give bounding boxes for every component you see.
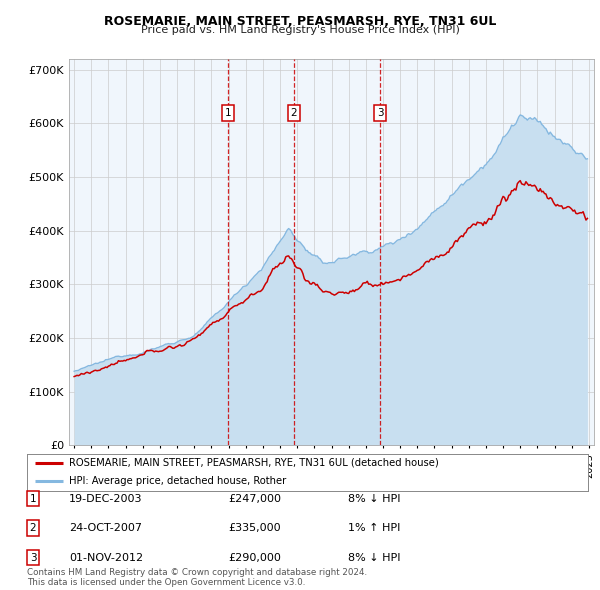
Text: 24-OCT-2007: 24-OCT-2007: [69, 523, 142, 533]
Text: 2: 2: [29, 523, 37, 533]
Text: £290,000: £290,000: [228, 553, 281, 562]
Text: Contains HM Land Registry data © Crown copyright and database right 2024.
This d: Contains HM Land Registry data © Crown c…: [27, 568, 367, 587]
Text: ROSEMARIE, MAIN STREET, PEASMARSH, RYE, TN31 6UL: ROSEMARIE, MAIN STREET, PEASMARSH, RYE, …: [104, 15, 496, 28]
Text: 8% ↓ HPI: 8% ↓ HPI: [348, 553, 401, 562]
Text: 19-DEC-2003: 19-DEC-2003: [69, 494, 143, 503]
Text: HPI: Average price, detached house, Rother: HPI: Average price, detached house, Roth…: [69, 476, 286, 486]
Text: £335,000: £335,000: [228, 523, 281, 533]
Text: 1: 1: [29, 494, 37, 503]
Text: ROSEMARIE, MAIN STREET, PEASMARSH, RYE, TN31 6UL (detached house): ROSEMARIE, MAIN STREET, PEASMARSH, RYE, …: [69, 458, 439, 468]
Text: 3: 3: [377, 108, 383, 118]
Text: 01-NOV-2012: 01-NOV-2012: [69, 553, 143, 562]
Text: 1: 1: [224, 108, 231, 118]
Text: 1% ↑ HPI: 1% ↑ HPI: [348, 523, 400, 533]
Text: 3: 3: [29, 553, 37, 562]
Text: 8% ↓ HPI: 8% ↓ HPI: [348, 494, 401, 503]
Text: 2: 2: [290, 108, 297, 118]
Text: £247,000: £247,000: [228, 494, 281, 503]
Text: Price paid vs. HM Land Registry's House Price Index (HPI): Price paid vs. HM Land Registry's House …: [140, 25, 460, 35]
